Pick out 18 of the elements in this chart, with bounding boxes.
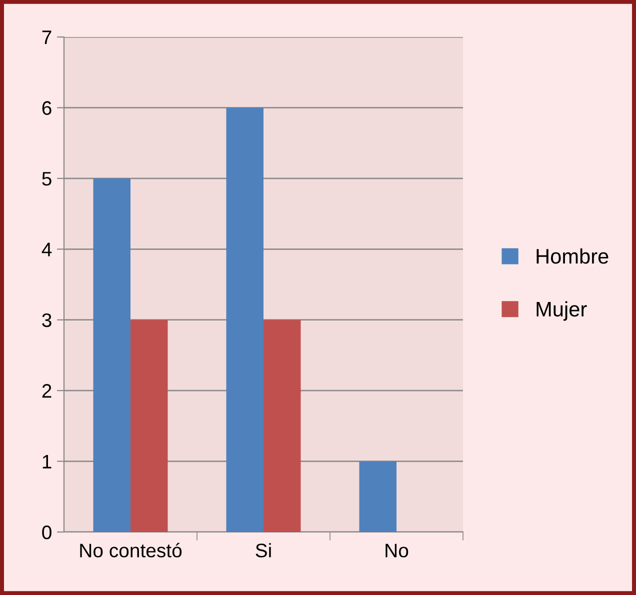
bar	[226, 108, 264, 532]
bar	[93, 178, 130, 532]
x-tick-label: No contestó	[80, 542, 182, 558]
y-tick-label: 5	[42, 172, 52, 186]
y-tick-label: 0	[42, 525, 52, 540]
legend-label: Mujer	[536, 301, 587, 321]
y-tick-label: 4	[42, 242, 52, 256]
legend-label: Hombre	[536, 248, 608, 264]
y-tick-label: 7	[42, 30, 52, 44]
x-tick-label: No	[386, 544, 408, 558]
bar	[130, 320, 168, 532]
bar	[359, 461, 396, 532]
y-tick-label: 6	[42, 101, 52, 115]
bar	[264, 320, 301, 532]
y-tick-label: 1	[42, 454, 52, 468]
y-tick-label: 2	[42, 384, 52, 398]
y-tick-label: 3	[42, 313, 52, 328]
x-tick-label: Si	[256, 543, 271, 558]
